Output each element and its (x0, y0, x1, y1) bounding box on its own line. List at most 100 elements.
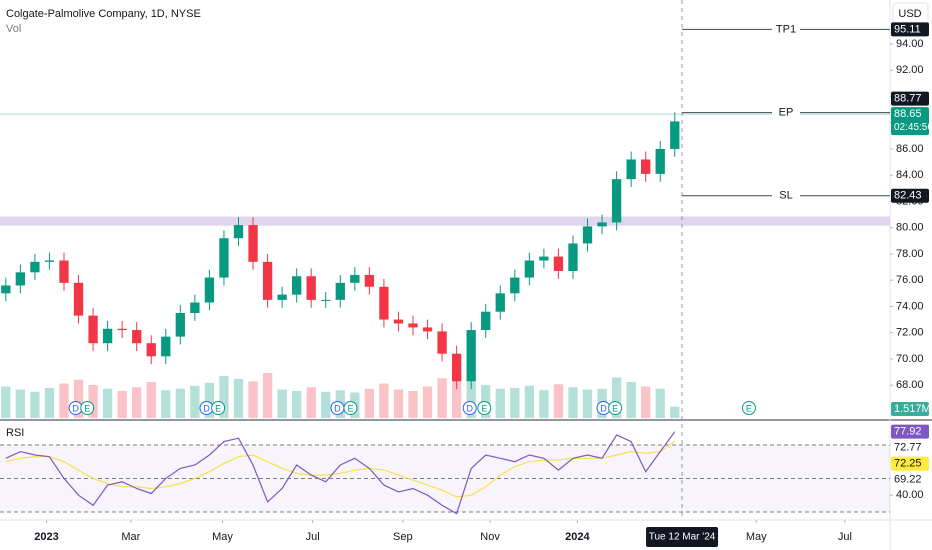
volume-bar (364, 388, 375, 418)
x-tick-label: May (212, 531, 233, 543)
x-tick-label: May (746, 531, 767, 543)
event-label: D (72, 403, 79, 413)
candle-body (670, 121, 680, 149)
candle-body (321, 299, 331, 301)
level-label: EP (779, 107, 794, 119)
y-tick-label: 80.00 (896, 222, 924, 234)
event-label: D (600, 403, 607, 413)
event-circle (741, 401, 756, 415)
level-badge-label: 95.11 (894, 23, 921, 35)
level-label-bg (772, 188, 800, 203)
volume-bar (102, 388, 113, 418)
event-marker: E (608, 401, 623, 415)
volume-bar (190, 385, 200, 418)
volume-bar (292, 391, 302, 418)
volume-bar (641, 386, 651, 418)
candle-body (655, 148, 665, 174)
y-tick-label: 92.00 (896, 64, 924, 76)
volume-bar (248, 381, 258, 418)
rsi-badge-label: 77.92 (894, 426, 922, 438)
candle-body (408, 323, 418, 328)
volume-bar (539, 390, 549, 418)
event-circle (211, 401, 226, 415)
volume-bar (321, 391, 331, 418)
candle-body (379, 286, 389, 320)
event-circle (80, 401, 95, 415)
x-tick-label: Nov (480, 531, 500, 543)
volume-bar (670, 406, 680, 418)
last-price-label: 88.65 (894, 108, 922, 120)
level-label: TP1 (776, 23, 796, 35)
event-label: E (612, 403, 618, 413)
currency[interactable]: USD (898, 8, 921, 20)
volume-bar (59, 383, 69, 418)
crosshair-label-bg (646, 527, 719, 547)
candle-body (597, 222, 607, 227)
x-tick-label: Jul (838, 531, 852, 543)
event-marker: E (80, 401, 95, 415)
candle-body (233, 225, 244, 239)
y-tick-label: 94.00 (896, 38, 924, 50)
level-label: SL (779, 190, 792, 202)
volume-bar (73, 379, 84, 418)
level-badge (891, 188, 929, 203)
crosshair-label: Tue 12 Mar '24 (649, 532, 716, 543)
resistance-zone (0, 216, 890, 226)
candle-body (277, 294, 287, 300)
event-marker: E (477, 401, 492, 415)
rsi-badge-label: 69.22 (894, 474, 922, 486)
volume-bar (510, 388, 520, 418)
rsi-line (5, 431, 676, 515)
candle-body (132, 330, 142, 344)
candle-body (204, 277, 215, 303)
candle-body (262, 261, 273, 300)
candle-body (44, 260, 55, 262)
candle-body (88, 315, 98, 344)
candle-body (30, 261, 40, 273)
candle-body (1, 285, 11, 294)
rsi-badge (891, 424, 929, 439)
y-tick-label: 76.00 (896, 274, 924, 286)
candle-body (73, 282, 84, 316)
candle-body (15, 272, 26, 286)
rsi-badge-label: 72.77 (894, 442, 922, 454)
volume-bar (15, 389, 26, 418)
volume-bar (204, 382, 215, 418)
candle-body (626, 159, 636, 180)
event-label: D (466, 403, 473, 413)
candle-body (553, 256, 564, 272)
volume-bar (161, 390, 171, 418)
volume-bar (30, 391, 40, 418)
rsi-tick-label: 40.00 (896, 489, 924, 501)
event-marker: D (462, 401, 477, 415)
volume-bar (117, 391, 127, 418)
volume-bar (262, 373, 273, 418)
event-marker: D (68, 401, 83, 415)
x-tick-label: Mar (121, 531, 140, 543)
volume-badge-label: 1.517M (894, 403, 931, 415)
candle-body (582, 226, 593, 244)
y-tick-label: 68.00 (896, 379, 924, 391)
volume-bar (393, 389, 404, 418)
candle-body (306, 276, 316, 300)
countdown: 02:45:56 (894, 122, 932, 133)
event-marker: D (330, 401, 345, 415)
candle-body (335, 282, 345, 300)
x-tick-label: Sep (393, 531, 413, 543)
event-circle (462, 401, 477, 415)
y-tick-label: 70.00 (896, 353, 924, 365)
y-tick-label: 78.00 (896, 248, 924, 260)
candle-body (364, 274, 375, 287)
event-circle (477, 401, 492, 415)
candle-body (175, 313, 185, 337)
candle-body (393, 319, 404, 324)
volume-bar (132, 387, 142, 418)
volume-title: Vol (6, 23, 21, 35)
x-tick-label: 2024 (565, 531, 590, 543)
level-badge (891, 22, 929, 37)
event-label: E (215, 403, 221, 413)
candle-body (481, 311, 491, 331)
level-badge (891, 91, 929, 106)
event-marker: D (596, 401, 611, 415)
